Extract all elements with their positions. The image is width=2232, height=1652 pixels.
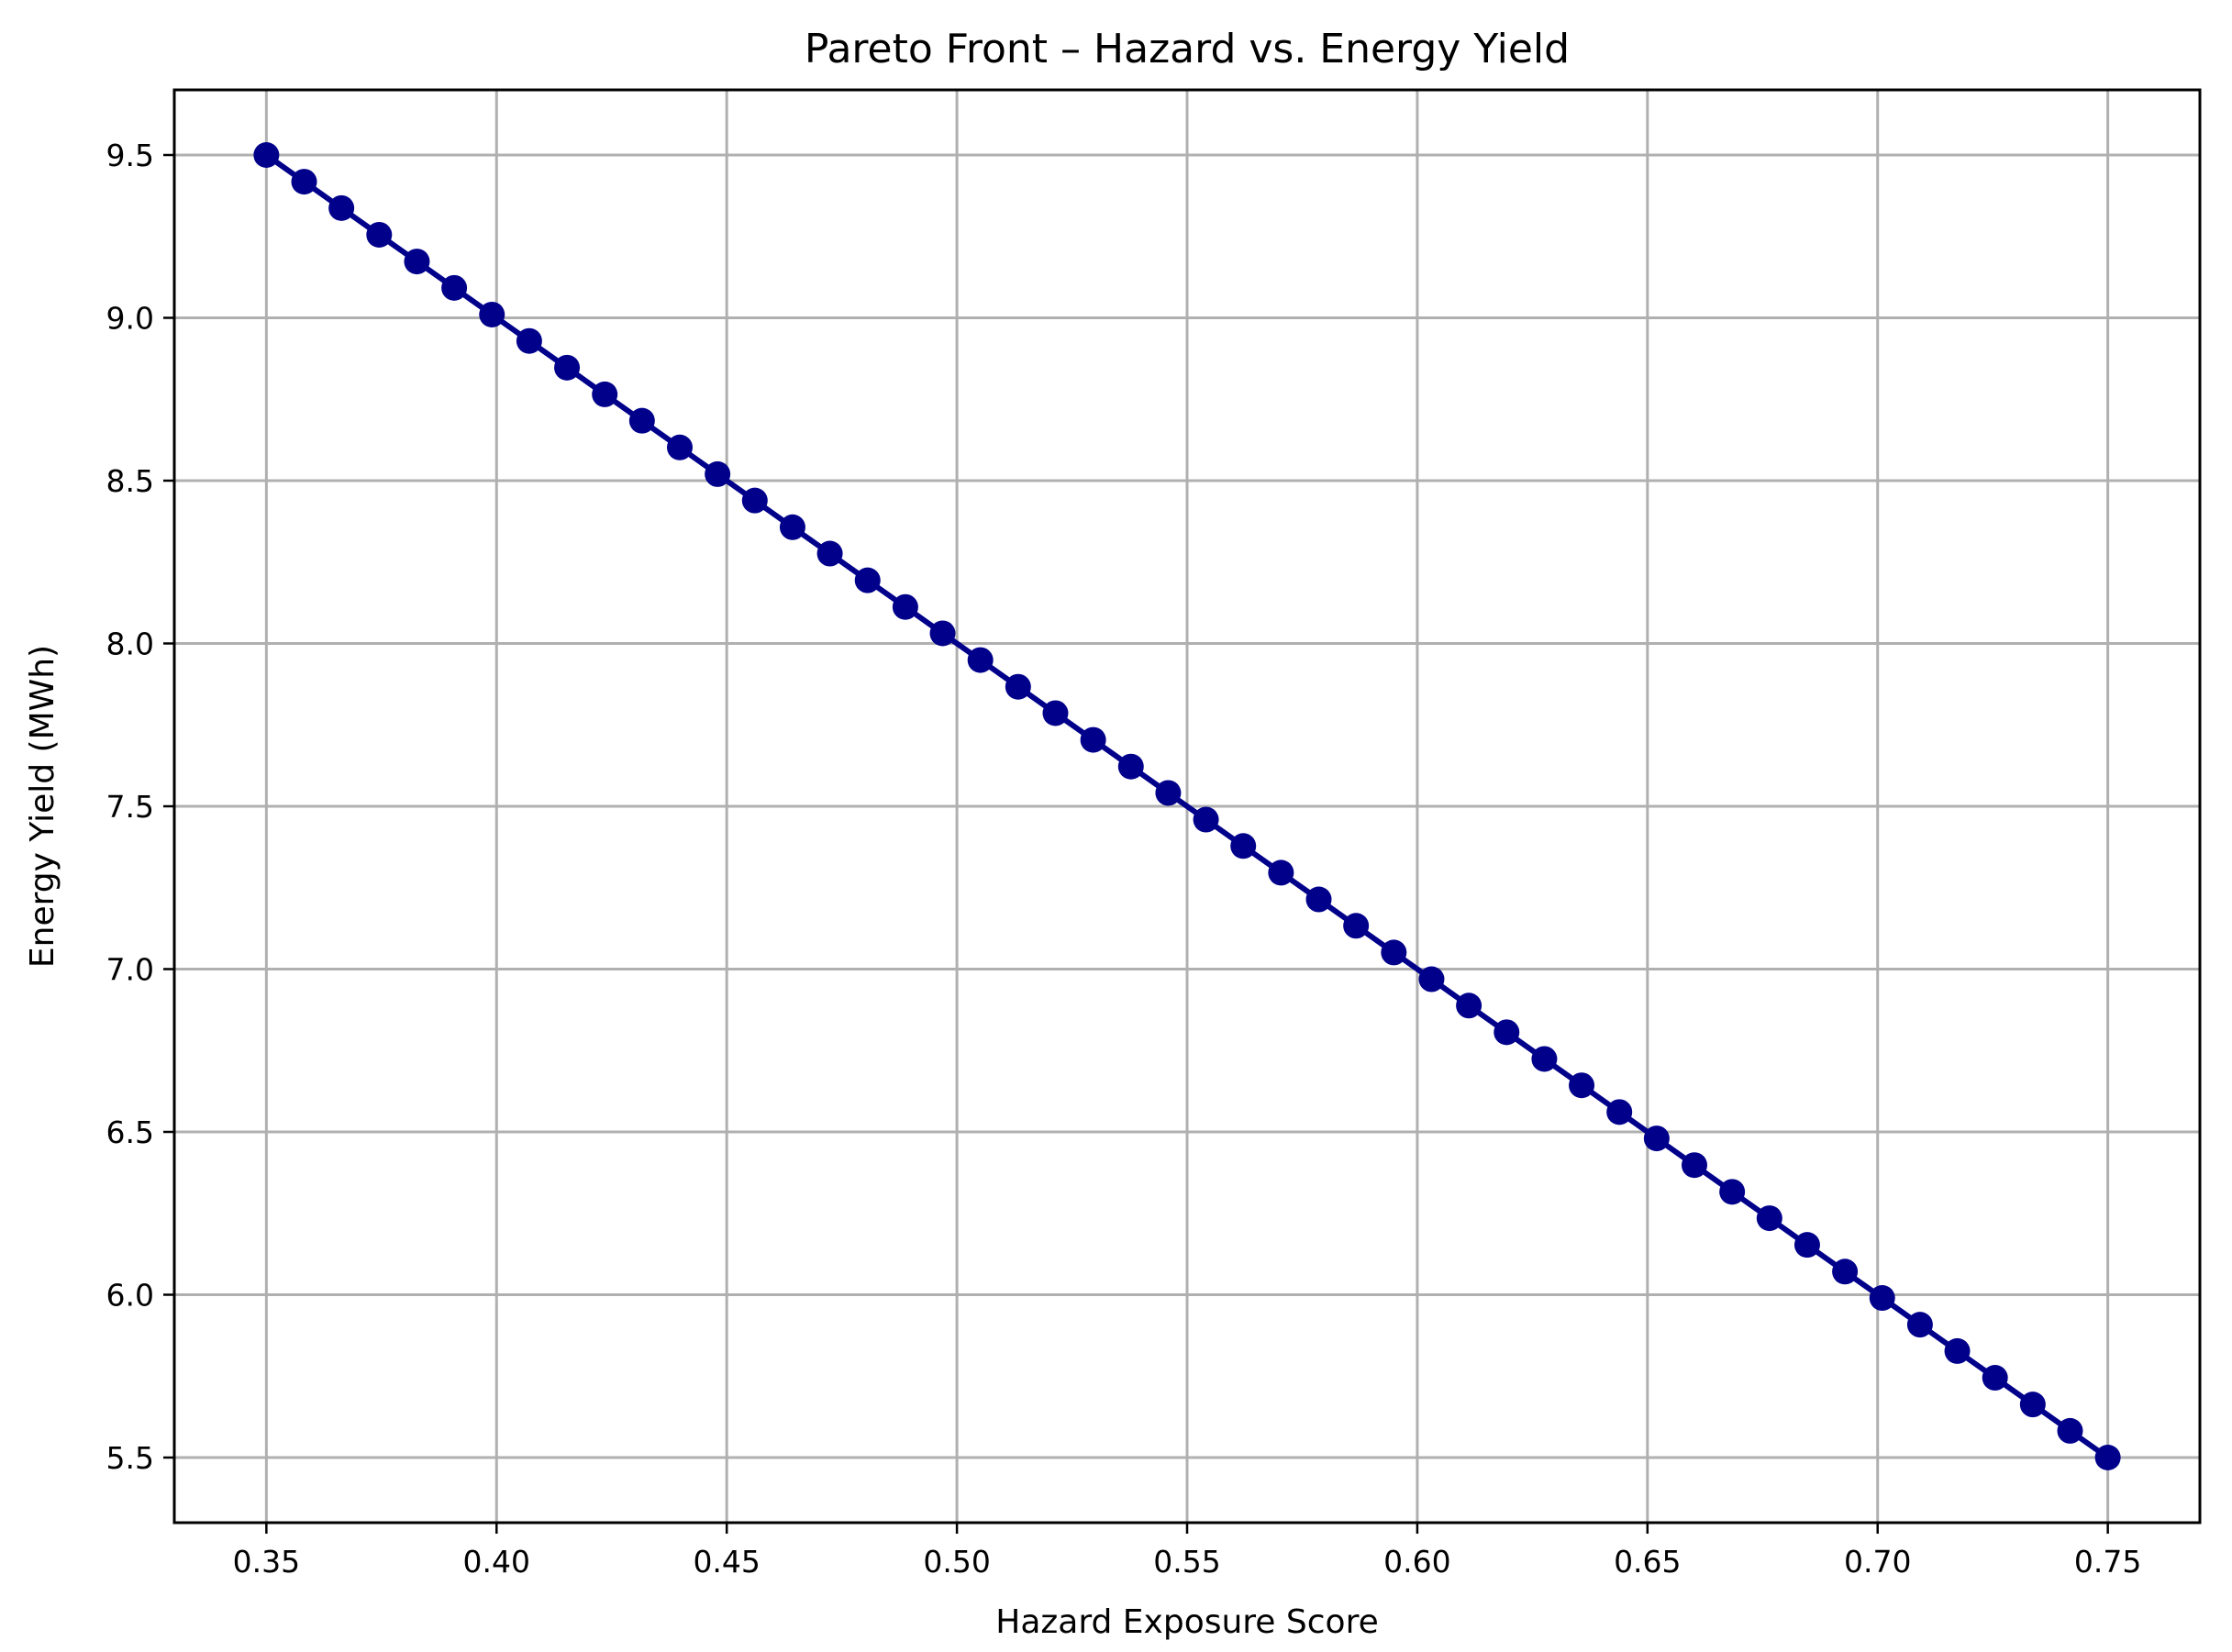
data-point: [1682, 1152, 1708, 1179]
data-point: [291, 169, 317, 195]
y-tick-label: 6.0: [106, 1278, 154, 1314]
data-point: [1456, 992, 1482, 1019]
x-tick-label: 0.65: [1614, 1544, 1681, 1580]
data-point: [1982, 1365, 2008, 1391]
data-point: [779, 514, 805, 540]
ticks: 0.35 0.40 0.45 0.50 0.55 0.60 0.65 0.70 0.75 5.5 6…: [106, 138, 2142, 1580]
data-point: [1756, 1205, 1782, 1232]
data-point: [1305, 886, 1332, 913]
y-tick-label: 6.5: [106, 1114, 154, 1150]
data-point: [1869, 1285, 1895, 1312]
data-point: [554, 354, 581, 381]
data-point: [479, 301, 505, 327]
y-axis-label: Energy Yield (MWh): [24, 645, 61, 968]
x-tick-label: 0.70: [1844, 1544, 1911, 1580]
data-point: [666, 434, 693, 460]
x-tick-label: 0.45: [693, 1544, 760, 1580]
data-point: [592, 381, 618, 407]
y-tick-label: 8.0: [106, 626, 154, 662]
data-point: [328, 194, 355, 221]
data-point: [705, 460, 731, 487]
data-point: [1531, 1046, 1558, 1072]
data-point: [441, 274, 468, 301]
data-point: [1042, 700, 1069, 726]
x-axis-label: Hazard Exposure Score: [995, 1603, 1378, 1641]
data-point: [404, 249, 430, 275]
y-tick-label: 9.5: [106, 138, 154, 173]
data-point: [741, 487, 768, 514]
y-tick-label: 7.0: [106, 952, 154, 988]
data-point: [1643, 1125, 1670, 1152]
data-point: [2057, 1417, 2083, 1444]
y-tick-label: 8.5: [106, 463, 154, 499]
data-point: [1268, 859, 1294, 886]
data-point: [1080, 726, 1106, 753]
data-point: [516, 327, 542, 354]
data-point: [1719, 1179, 1746, 1205]
data-point: [1569, 1072, 1595, 1099]
data-point: [253, 142, 280, 168]
x-tick-label: 0.75: [2074, 1544, 2141, 1580]
x-tick-label: 0.40: [463, 1544, 530, 1580]
data-point: [2094, 1445, 2121, 1470]
data-point: [892, 593, 918, 620]
chart-title: Pareto Front – Hazard vs. Energy Yield: [805, 26, 1570, 72]
y-tick-label: 5.5: [106, 1440, 154, 1476]
data-point: [1193, 806, 1219, 833]
y-tick-label: 9.0: [106, 301, 154, 337]
data-point: [929, 620, 956, 647]
x-tick-label: 0.55: [1153, 1544, 1220, 1580]
data-point: [1494, 1019, 1520, 1046]
data-point: [1906, 1312, 1933, 1338]
data-point: [1005, 673, 1031, 700]
data-point: [1117, 753, 1144, 780]
data-point: [1343, 913, 1370, 939]
x-tick-label: 0.50: [923, 1544, 990, 1580]
data-point: [1944, 1337, 1971, 1364]
data-point: [1418, 966, 1445, 992]
x-tick-label: 0.60: [1383, 1544, 1450, 1580]
data-point: [1832, 1258, 1859, 1285]
data-point: [1155, 780, 1182, 806]
data-point: [1381, 939, 1407, 966]
series-layer: [253, 142, 2121, 1470]
x-tick-label: 0.35: [233, 1544, 300, 1580]
data-point: [854, 567, 881, 593]
data-point: [2019, 1391, 2046, 1418]
data-point: [366, 221, 393, 248]
data-point: [628, 407, 655, 434]
data-point: [1230, 833, 1257, 859]
y-tick-label: 7.5: [106, 789, 154, 825]
data-point: [1606, 1099, 1633, 1125]
data-point: [1793, 1232, 1820, 1258]
data-point: [816, 540, 843, 567]
data-point: [967, 647, 994, 673]
